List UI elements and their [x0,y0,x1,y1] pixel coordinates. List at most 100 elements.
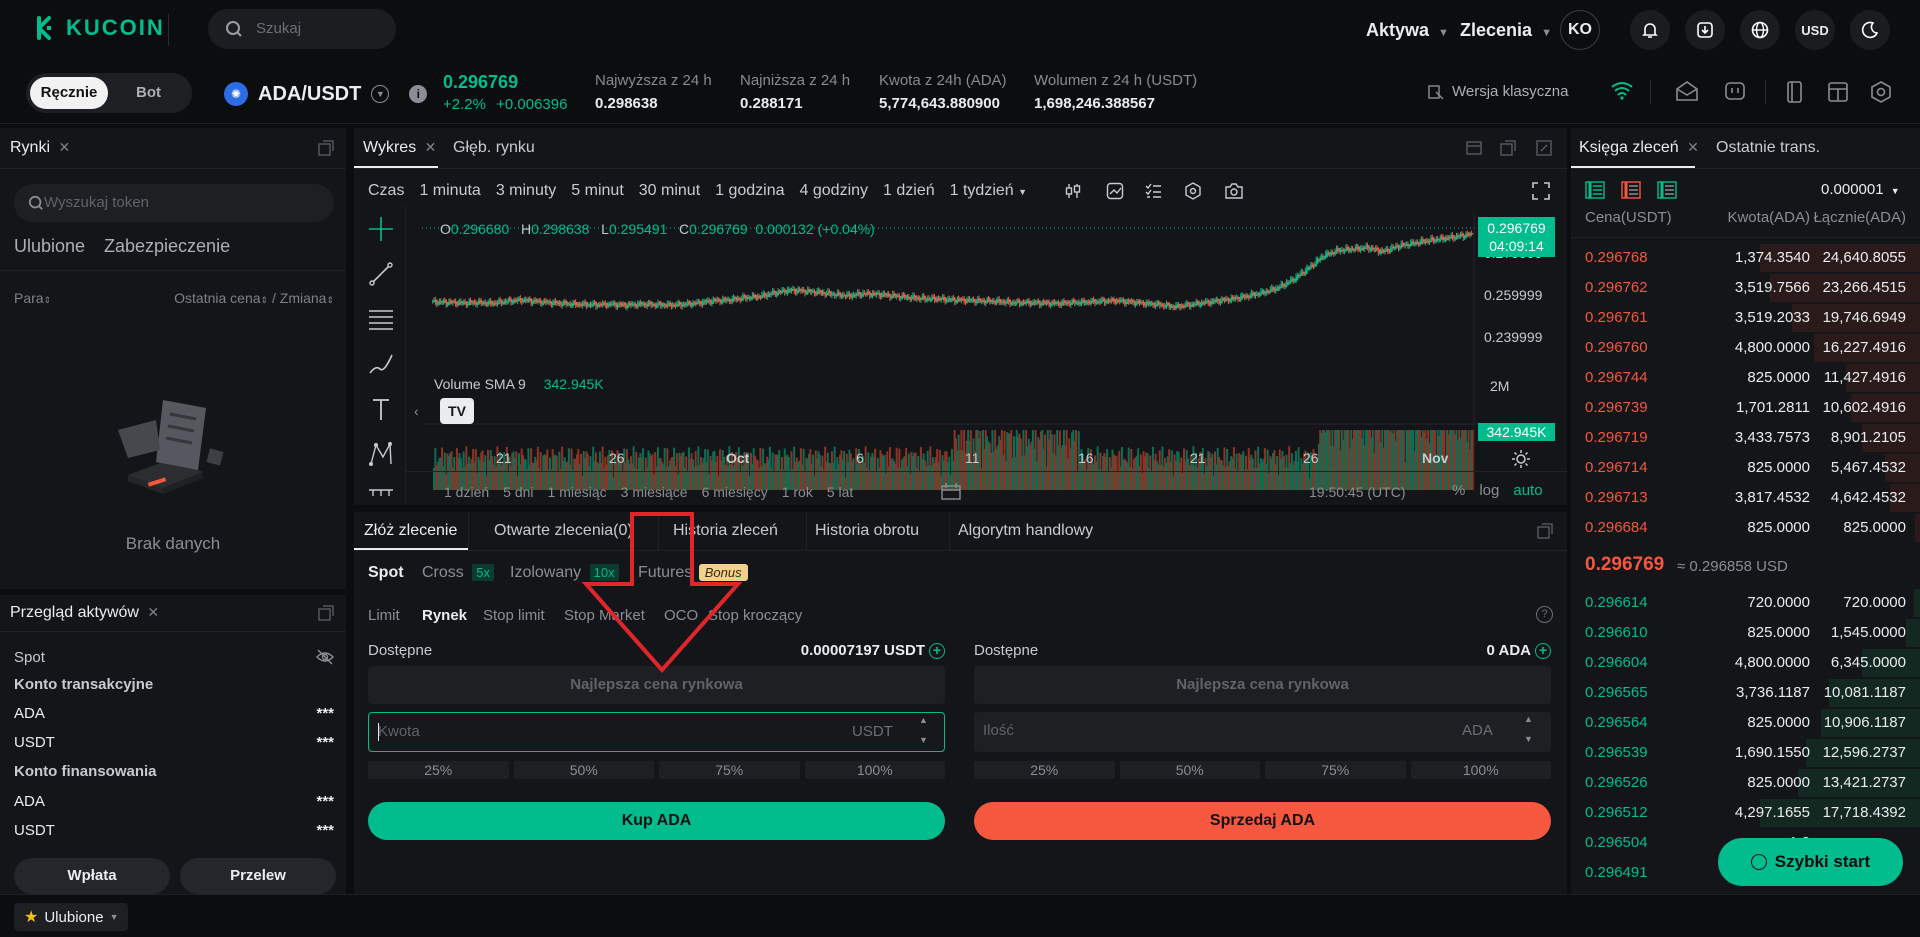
ask-row[interactable]: 0.296739 1,701.2811 10,602.4916 [1571,393,1920,423]
close-icon[interactable]: ✕ [424,139,437,155]
order-type-trailing-stop[interactable]: Stop kroczący [708,607,803,624]
buy-percent-75[interactable]: 75% [659,761,800,779]
interval-3m[interactable]: 3 minuty [495,182,557,199]
trendline-icon[interactable] [368,261,394,287]
fullscreen-icon[interactable] [1532,182,1550,200]
currency-button[interactable]: USD [1795,10,1835,50]
language-button[interactable] [1740,10,1780,50]
camera-icon[interactable] [1224,182,1244,200]
bid-row[interactable]: 0.296564 825.0000 10,906.1187 [1571,708,1920,738]
measure-tool-icon[interactable] [368,486,394,498]
tab-open-orders[interactable]: Otwarte zlecenia(0) [494,522,633,539]
date-range-icon[interactable] [940,482,962,500]
bot-icon[interactable] [1723,80,1747,102]
tab-orderbook[interactable]: Księga zleceń ✕ [1579,139,1699,157]
popout-icon[interactable] [318,605,334,621]
precision-select[interactable]: 0.000001 ▼ [1821,181,1900,198]
close-icon[interactable]: ✕ [58,139,71,155]
chart-type-icon[interactable] [1106,182,1124,200]
chevron-left-icon[interactable]: ‹ [414,403,419,419]
scale-percent[interactable]: % [1452,482,1466,499]
category-collateral[interactable]: Zabezpieczenie [104,236,231,256]
close-icon[interactable]: ✕ [1687,139,1699,155]
announcement-icon[interactable] [1675,80,1699,102]
ask-row[interactable]: 0.296768 1,374.3540 24,640.8055 [1571,243,1920,273]
sell-button[interactable]: Sprzedaj ADA [974,802,1551,840]
interval-4h[interactable]: 4 godziny [799,182,869,199]
crosshair-icon[interactable] [368,216,394,242]
order-type-oco[interactable]: OCO [664,607,699,624]
ask-row[interactable]: 0.296760 4,800.0000 16,227.4916 [1571,333,1920,363]
stepper-up-icon[interactable]: ▲ [919,715,928,725]
download-button[interactable] [1685,10,1725,50]
tab-recent-trades[interactable]: Ostatnie trans. [1716,139,1821,156]
tab-algo-trading[interactable]: Algorytm handlowy [958,522,1094,539]
info-icon[interactable]: i [409,85,428,103]
col-pair-header[interactable]: Para⇕ [14,290,51,306]
bid-row[interactable]: 0.296512 4,297.1655 17,718.4392 [1571,798,1920,828]
order-type-limit[interactable]: Limit [368,607,400,624]
order-type-market[interactable]: Rynek [422,607,468,624]
kucoin-logo[interactable]: KUCOIN [30,14,165,42]
buy-percent-25[interactable]: 25% [368,761,509,779]
buy-button[interactable]: Kup ADA [368,802,945,840]
view-both-icon[interactable] [1585,181,1605,199]
transfer-button[interactable]: Przelew [180,858,336,894]
add-funds-icon[interactable]: + [1535,642,1551,659]
ask-row[interactable]: 0.296714 825.0000 5,467.4532 [1571,453,1920,483]
notification-bell-button[interactable] [1630,10,1670,50]
add-funds-icon[interactable]: + [929,642,945,659]
bid-row[interactable]: 0.296614 720.0000 720.0000 [1571,588,1920,618]
buy-percent-100[interactable]: 100% [804,761,945,779]
eye-off-icon[interactable] [316,649,334,665]
market-type-spot[interactable]: Spot [368,564,404,581]
interval-5m[interactable]: 5 minut [571,182,624,199]
indicator-icon[interactable] [1064,182,1082,200]
classic-version-link[interactable]: Wersja klasyczna [1428,83,1568,100]
tab-place-order[interactable]: Złóż zlecenie [364,522,458,539]
category-favorites[interactable]: Ulubione [14,236,86,256]
chevron-down-icon[interactable]: ▼ [371,85,390,103]
sell-amount-input[interactable]: Ilość ADA ▲ ▼ [974,712,1551,752]
chart-settings-icon[interactable] [1184,182,1202,200]
range-5y[interactable]: 5 lat [826,484,854,500]
bid-row[interactable]: 0.296526 825.0000 13,421.2737 [1571,768,1920,798]
mode-tab-manual[interactable]: Ręcznie [30,77,108,109]
range-1d[interactable]: 1 dzień [444,484,490,500]
buy-percent-50[interactable]: 50% [513,761,654,779]
pattern-tool-icon[interactable] [368,441,394,467]
range-5d[interactable]: 5 dni [503,484,534,500]
bid-row[interactable]: 0.296610 825.0000 1,545.0000 [1571,618,1920,648]
deposit-button[interactable]: Wpłata [14,858,170,894]
interval-1m[interactable]: 1 minuta [419,182,481,199]
ask-row[interactable]: 0.296719 3,433.7573 8,901.2105 [1571,423,1920,453]
ask-row[interactable]: 0.296713 3,817.4532 4,642.4532 [1571,483,1920,513]
market-type-cross[interactable]: Cross 5x [422,564,494,582]
tab-depth[interactable]: Głęb. rynku [453,139,535,156]
popout-icon[interactable] [318,140,334,156]
layout-panels-icon[interactable] [1826,80,1850,104]
brush-icon[interactable] [368,351,394,377]
sell-percent-25[interactable]: 25% [974,761,1115,779]
avatar[interactable]: KO [1560,10,1600,50]
token-search-input[interactable]: Wyszukaj token [14,184,334,222]
tab-trade-history[interactable]: Historia obrotu [815,522,920,539]
interval-1d[interactable]: 1 dzień [883,182,935,199]
tab-order-history[interactable]: Historia zleceń [673,522,778,539]
layout-mobile-icon[interactable] [1782,80,1806,104]
col-price-change-header[interactable]: Ostatnia cena⇕ / Zmiana⇕ [174,290,334,306]
scale-log[interactable]: log [1479,482,1500,499]
pair-selector[interactable]: ✺ ADA/USDT ▼ i [224,82,428,106]
market-type-isolated[interactable]: Izolowany 10x [510,564,619,582]
help-icon[interactable]: ? [1536,606,1553,623]
range-1m[interactable]: 1 miesiąc [547,484,607,500]
range-6m[interactable]: 6 miesięcy [701,484,768,500]
tab-chart[interactable]: Wykres ✕ [363,139,436,157]
ask-row[interactable]: 0.296684 825.0000 825.0000 [1571,513,1920,543]
stepper-down-icon[interactable]: ▼ [1524,734,1533,744]
chart-list-icon[interactable] [1144,182,1162,200]
stepper-up-icon[interactable]: ▲ [1524,714,1533,724]
view-bids-icon[interactable] [1657,181,1677,199]
ask-row[interactable]: 0.296744 825.0000 11,427.4916 [1571,363,1920,393]
sell-percent-50[interactable]: 50% [1119,761,1260,779]
